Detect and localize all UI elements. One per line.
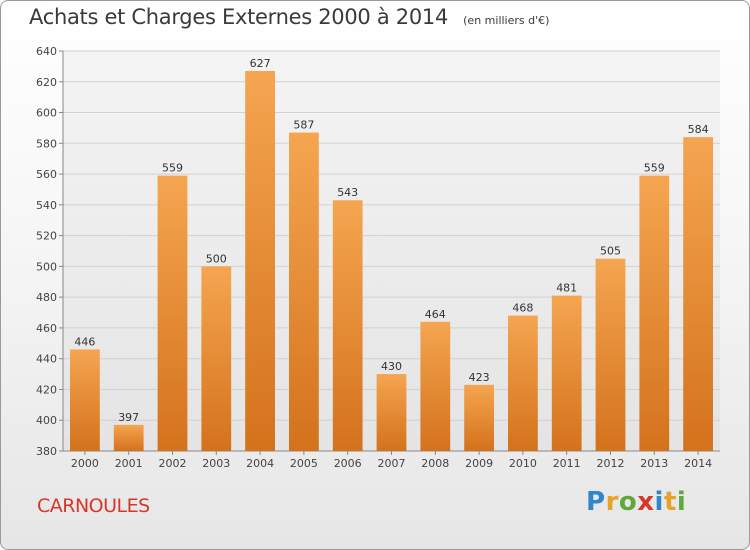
data-label: 559: [644, 162, 665, 175]
data-label: 584: [688, 123, 709, 136]
y-tick-label: 580: [36, 137, 57, 150]
y-tick-label: 400: [36, 414, 57, 427]
x-tick-label: 2013: [640, 457, 668, 470]
proxiti-logo[interactable]: Proxiti: [586, 487, 687, 517]
bar: [639, 175, 670, 451]
bar: [376, 374, 407, 451]
x-tick-label: 2008: [421, 457, 449, 470]
y-tick-label: 520: [36, 230, 57, 243]
y-tick-label: 540: [36, 199, 57, 212]
data-label: 627: [250, 57, 271, 70]
x-tick-label: 2011: [553, 457, 581, 470]
y-tick-label: 420: [36, 383, 57, 396]
bar: [551, 295, 582, 451]
data-label: 587: [293, 119, 314, 132]
x-tick-label: 2012: [597, 457, 625, 470]
bar: [595, 258, 626, 451]
bar: [332, 200, 363, 451]
bar: [70, 349, 100, 451]
x-tick-label: 2002: [159, 457, 187, 470]
chart-subtitle: (en milliers d'€): [463, 14, 550, 27]
data-label: 500: [206, 252, 227, 265]
data-label: 468: [512, 302, 533, 315]
y-tick-label: 380: [36, 445, 57, 458]
data-label: 481: [556, 282, 577, 295]
bar: [201, 266, 232, 451]
y-tick-label: 480: [36, 291, 57, 304]
bar: [508, 315, 538, 451]
data-label: 543: [337, 186, 358, 199]
x-tick-label: 2001: [115, 457, 143, 470]
bar: [245, 71, 275, 451]
y-tick-label: 560: [36, 168, 57, 181]
y-tick-label: 460: [36, 322, 57, 335]
x-tick-label: 2007: [378, 457, 406, 470]
bar: [420, 321, 451, 451]
x-tick-label: 2009: [465, 457, 493, 470]
data-label: 446: [74, 335, 95, 348]
x-tick-label: 2000: [71, 457, 99, 470]
bar: [289, 132, 319, 452]
bar-chart: 380 400 420 440 460 480 500 520 540 560 580 600 620 6…: [36, 45, 720, 470]
y-tick-label: 500: [36, 260, 57, 273]
x-tick-label: 2010: [509, 457, 537, 470]
bar: [683, 137, 713, 451]
bar: [464, 384, 494, 451]
x-tick-label: 2014: [684, 457, 712, 470]
x-tick-label: 2005: [290, 457, 318, 470]
bar: [113, 424, 144, 451]
chart-title: Achats et Charges Externes 2000 à 2014: [29, 5, 449, 29]
data-label: 430: [381, 360, 402, 373]
data-label: 464: [425, 308, 446, 321]
x-tick-label: 2006: [334, 457, 362, 470]
data-label: 397: [118, 411, 139, 424]
bar: [157, 175, 188, 451]
y-tick-label: 440: [36, 353, 57, 366]
x-tick-label: 2004: [246, 457, 274, 470]
y-tick-label: 640: [36, 45, 57, 58]
data-label: 423: [469, 371, 490, 384]
commune-name: CARNOULES: [37, 495, 150, 517]
y-tick-label: 600: [36, 107, 57, 120]
title-row: Achats et Charges Externes 2000 à 2014 (…: [29, 5, 549, 29]
y-tick-label: 620: [36, 76, 57, 89]
data-label: 559: [162, 162, 183, 175]
x-tick-label: 2003: [202, 457, 230, 470]
data-label: 505: [600, 245, 621, 258]
